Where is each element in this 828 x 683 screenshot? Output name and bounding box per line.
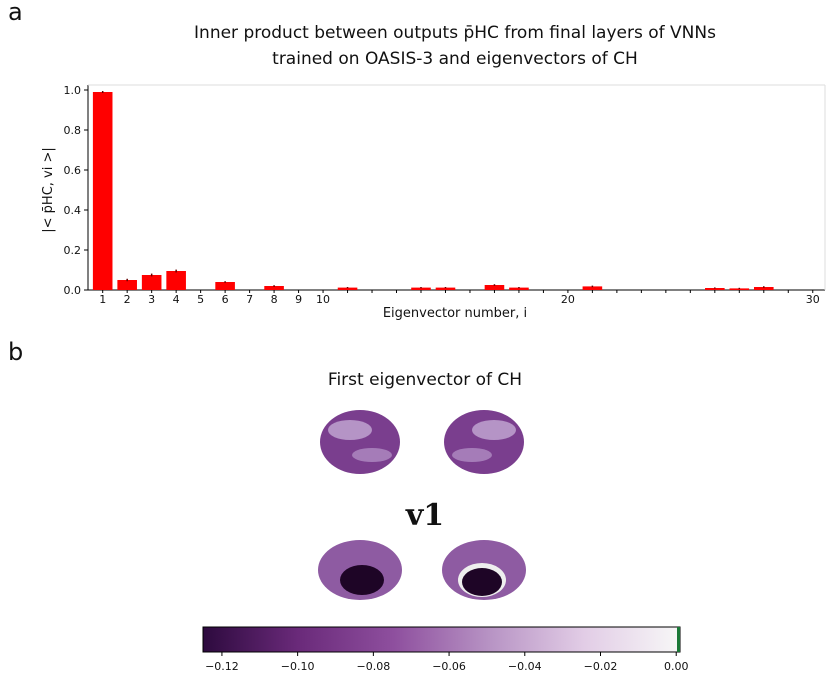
y-tick-label: 0.4 [64, 204, 82, 217]
bar [92, 92, 113, 290]
colorbar-tick-label: 0.00 [664, 660, 689, 673]
colorbar-tick-label: −0.06 [432, 660, 466, 673]
x-tick-label: 6 [222, 293, 229, 306]
panel-label: a [8, 0, 23, 26]
bar [215, 282, 235, 290]
chart-title: trained on OASIS-3 and eigenvectors of C… [272, 49, 638, 69]
colorbar-tick-label: −0.02 [584, 660, 618, 673]
brain-region [328, 420, 372, 440]
x-tick-label: 30 [806, 293, 820, 306]
bar [705, 288, 725, 290]
bar [729, 288, 750, 290]
brain-region [462, 568, 502, 596]
colorbar-tick-label: −0.08 [356, 660, 390, 673]
y-axis-label: |< p̄HC, vi >| [41, 147, 56, 232]
bar [264, 286, 284, 290]
x-tick-label: 2 [124, 293, 131, 306]
colorbar-tick-label: −0.12 [205, 660, 239, 673]
x-tick-label: 9 [295, 293, 302, 306]
brain-views [318, 410, 526, 600]
x-tick-label: 7 [246, 293, 253, 306]
x-tick-label: 20 [561, 293, 575, 306]
panel-label: b [8, 338, 23, 366]
chart-title: Inner product between outputs p̄HC from … [194, 23, 716, 43]
colorbar-end [677, 627, 680, 652]
x-axis-label: Eigenvector number, i [383, 306, 527, 321]
colorbar-tick-label: −0.04 [508, 660, 542, 673]
brain-region [472, 420, 516, 440]
colorbar [202, 626, 681, 653]
y-tick-label: 0.6 [64, 164, 82, 177]
bar [753, 287, 774, 290]
y-tick-label: 0.2 [64, 244, 82, 257]
colorbar-title: First eigenvector of CH [328, 370, 522, 390]
y-tick-label: 1.0 [64, 84, 82, 97]
x-tick-label: 8 [271, 293, 278, 306]
x-tick-label: 4 [173, 293, 180, 306]
y-tick-label: 0.0 [64, 284, 82, 297]
x-tick-label: 1 [99, 293, 106, 306]
colorbar-body [202, 626, 681, 653]
x-tick-label: 5 [197, 293, 204, 306]
brain-region [452, 448, 492, 462]
brain-region [340, 565, 384, 595]
colorbar-tick-label: −0.10 [281, 660, 315, 673]
brain-lateral-left [320, 410, 400, 474]
y-tick-label: 0.8 [64, 124, 82, 137]
x-tick-label: 3 [148, 293, 155, 306]
bar [166, 271, 186, 290]
brain-lateral-right [444, 410, 524, 474]
bar [411, 287, 431, 290]
vector-label: v1 [405, 498, 444, 533]
bar [337, 287, 358, 290]
bar [582, 286, 603, 290]
bar [141, 275, 162, 290]
bar [509, 287, 529, 290]
bar [117, 280, 137, 290]
x-tick-label: 10 [316, 293, 330, 306]
brain-region [352, 448, 392, 462]
bar [435, 287, 456, 290]
bar [484, 285, 505, 290]
